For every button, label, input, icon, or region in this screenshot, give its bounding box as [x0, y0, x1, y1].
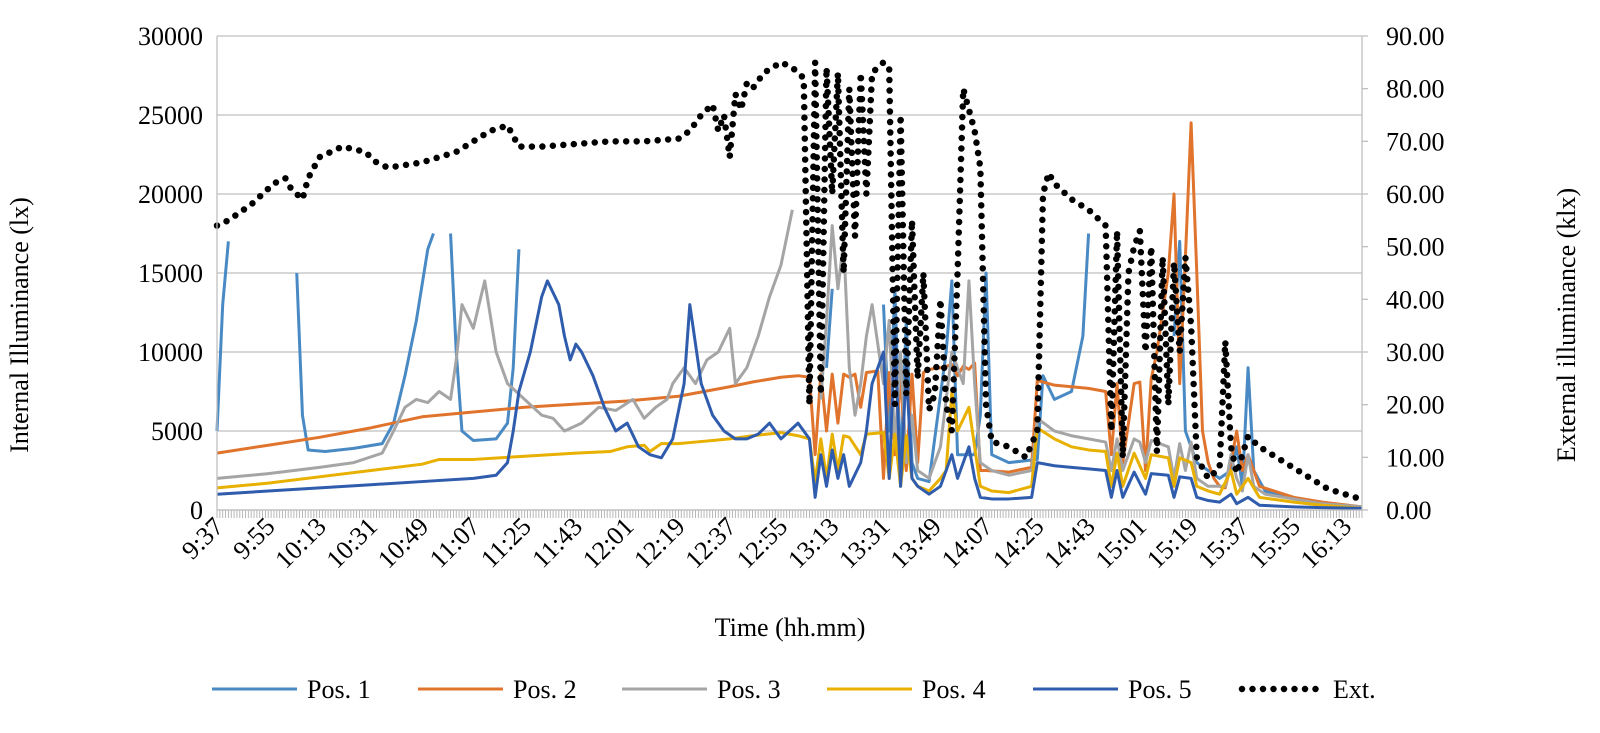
legend-label: Pos. 2: [513, 675, 577, 704]
y2-axis-title: External illuminance (klx): [1552, 188, 1581, 462]
x-tick-labels: 9:379:5510:1310:3110:4911:0711:2511:4312…: [176, 512, 1357, 574]
x-tick-label: 12:55: [731, 512, 793, 574]
x-tick-label: 15:01: [1090, 512, 1152, 574]
y2-tick-label: 70.00: [1386, 127, 1445, 156]
series-lines: [213, 59, 1366, 510]
legend-item: Pos. 3: [622, 675, 781, 704]
series-line-5: [216, 279, 1363, 510]
axes: [216, 35, 1368, 511]
x-tick-label-group: 10:31: [321, 512, 383, 574]
x-axis-title: Time (hh.mm): [715, 613, 866, 642]
series-line-1: [215, 232, 1363, 509]
x-tick-label-group: 12:55: [731, 512, 793, 574]
x-tick-label: 12:37: [680, 512, 742, 574]
legend-label: Ext.: [1333, 675, 1376, 704]
x-tick-label: 13:31: [833, 512, 895, 574]
legend-label: Pos. 5: [1128, 675, 1192, 704]
y2-tick-label: 50.00: [1386, 233, 1445, 262]
x-tick-label-group: 15:37: [1192, 512, 1254, 574]
x-tick-label-group: 14:07: [936, 512, 998, 574]
x-tick-label-group: 11:07: [424, 512, 486, 574]
x-tick-label-group: 12:19: [628, 512, 690, 574]
x-tick-label-group: 13:13: [782, 512, 844, 574]
x-tick-label-group: 15:19: [1141, 512, 1203, 574]
x-tick-label-group: 13:49: [885, 512, 947, 574]
x-tick-label: 9:37: [176, 512, 229, 565]
y-tick-label: 15000: [138, 259, 203, 288]
x-tick-label: 10:49: [372, 512, 434, 574]
y2-tick-label: 90.00: [1386, 22, 1445, 51]
x-tick-label-group: 13:31: [833, 512, 895, 574]
x-tick-label-group: 10:49: [372, 512, 434, 574]
legend-item: Pos. 5: [1033, 675, 1192, 704]
legend-item: Pos. 2: [418, 675, 577, 704]
x-tick-label-group: 14:43: [1038, 512, 1100, 574]
x-tick-label: 13:49: [885, 512, 947, 574]
x-tick-label-group: 15:55: [1243, 512, 1305, 574]
y-tick-label: 10000: [138, 338, 203, 367]
y2-tick-label: 0.00: [1386, 496, 1432, 525]
y2-tick-labels: 0.00 10.00 20.00 30.00 40.00 50.00 60.00 70.00 8…: [1386, 22, 1445, 525]
x-tick-label: 11:43: [526, 512, 588, 574]
x-tick-label: 14:43: [1038, 512, 1100, 574]
y2-tick-label: 80.00: [1386, 75, 1445, 104]
y-tick-label: 0: [190, 496, 203, 525]
x-tick-label-group: 16:13: [1295, 512, 1357, 574]
legend-item: Pos. 4: [827, 675, 986, 704]
legend-label: Pos. 4: [922, 675, 986, 704]
legend-item: Pos. 1: [212, 675, 371, 704]
x-minor-ticks: [216, 510, 1363, 518]
x-tick-label: 14:25: [987, 512, 1049, 574]
x-tick-label: 12:01: [577, 512, 639, 574]
y2-tick-label: 20.00: [1386, 391, 1445, 420]
x-tick-label: 16:13: [1295, 512, 1357, 574]
y2-tick-label: 30.00: [1386, 338, 1445, 367]
series-line-6: [213, 59, 1366, 503]
x-tick-label-group: 11:43: [526, 512, 588, 574]
y-tick-label: 20000: [138, 180, 203, 209]
x-tick-label-group: 12:01: [577, 512, 639, 574]
x-tick-label-group: 10:13: [269, 512, 331, 574]
legend-label: Pos. 3: [717, 675, 781, 704]
legend-item: Ext.: [1238, 675, 1376, 704]
x-tick-label-group: 15:01: [1090, 512, 1152, 574]
x-tick-label-group: 9:37: [176, 512, 229, 565]
x-tick-label: 15:55: [1243, 512, 1305, 574]
x-tick-label: 10:13: [269, 512, 331, 574]
x-tick-label: 14:07: [936, 512, 998, 574]
x-tick-label-group: 14:25: [987, 512, 1049, 574]
y-tick-label: 5000: [151, 417, 203, 446]
gridlines: [217, 35, 1362, 511]
legend-label: Pos. 1: [307, 675, 371, 704]
y2-tick-label: 60.00: [1386, 180, 1445, 209]
x-tick-label: 15:37: [1192, 512, 1254, 574]
y-tick-label: 30000: [138, 22, 203, 51]
x-tick-label-group: 11:25: [475, 512, 537, 574]
x-tick-label-group: 12:37: [680, 512, 742, 574]
x-tick-label: 11:25: [475, 512, 537, 574]
y2-tick-label: 10.00: [1386, 443, 1445, 472]
x-tick-label: 13:13: [782, 512, 844, 574]
y2-tick-label: 40.00: [1386, 285, 1445, 314]
x-tick-label: 11:07: [424, 512, 486, 574]
x-tick-label: 12:19: [628, 512, 690, 574]
x-tick-label: 15:19: [1141, 512, 1203, 574]
x-tick-marks: [216, 510, 1363, 518]
legend: Pos. 1 Pos. 2 Pos. 3 Pos. 4 Pos. 5 Ext.: [212, 675, 1376, 704]
y-axis-title: Internal Illuminance (lx): [5, 197, 34, 453]
x-tick-label: 10:31: [321, 512, 383, 574]
y-tick-label: 25000: [138, 101, 203, 130]
y-tick-labels: 0 5000 10000 15000 20000 25000 30000: [138, 22, 203, 525]
